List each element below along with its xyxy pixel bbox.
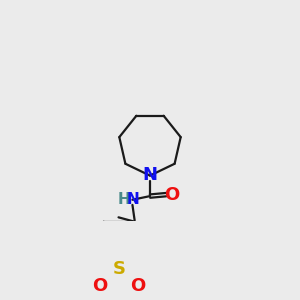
- Text: O: O: [164, 186, 180, 204]
- Text: N: N: [142, 166, 158, 184]
- Text: O: O: [130, 277, 146, 295]
- Text: H: H: [118, 191, 131, 206]
- Text: S: S: [112, 260, 126, 278]
- Text: N: N: [127, 191, 140, 206]
- Text: O: O: [92, 277, 108, 295]
